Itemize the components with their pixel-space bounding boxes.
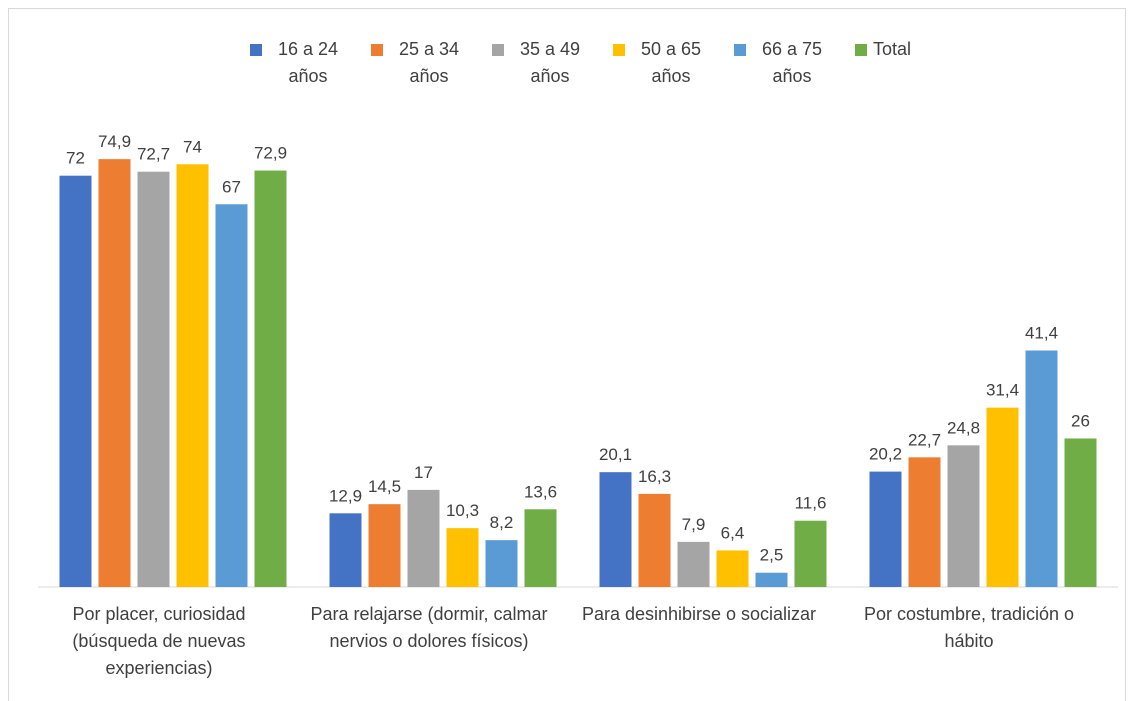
data-label: 74	[183, 137, 202, 156]
data-label: 12,9	[329, 486, 362, 505]
legend-swatch	[734, 44, 746, 56]
bar	[716, 550, 749, 587]
legend-item: 25 a 34 años	[371, 36, 492, 90]
x-tick-label: Para relajarse (dormir, calmar nervios o…	[310, 604, 548, 651]
bar	[176, 164, 209, 587]
bar	[755, 572, 788, 587]
data-label: 2,5	[760, 546, 784, 565]
bar	[677, 541, 710, 587]
data-label: 6,4	[721, 523, 745, 542]
data-label: 13,6	[524, 482, 557, 501]
bar	[368, 504, 401, 587]
bar	[98, 159, 131, 588]
data-label: 26	[1071, 411, 1090, 430]
bar	[407, 489, 440, 587]
legend-swatch	[250, 44, 262, 56]
x-tick-label: Por placer, curiosidad (búsqueda de nuev…	[72, 604, 246, 678]
bar	[1064, 438, 1097, 587]
bar	[215, 204, 248, 587]
legend-item: Total	[855, 36, 976, 90]
x-tick-label: Para desinhibirse o socializar	[581, 604, 817, 624]
bar	[485, 540, 518, 587]
bar	[869, 471, 902, 587]
data-label: 11,6	[795, 494, 827, 513]
bar	[599, 472, 632, 587]
bar	[446, 528, 479, 587]
data-label: 17	[414, 463, 433, 482]
legend-item: 50 a 65 años	[613, 36, 734, 90]
legend-item: 16 a 24 años	[250, 36, 371, 90]
bar	[638, 493, 671, 587]
data-label: 8,2	[490, 513, 514, 532]
data-label: 74,9	[98, 132, 131, 151]
legend-item: 35 a 49 años	[492, 36, 613, 90]
data-label: 20,2	[869, 445, 902, 464]
bar	[1025, 350, 1058, 587]
x-tick-label: Por costumbre, tradición o hábito	[863, 604, 1075, 651]
legend-swatch	[492, 44, 504, 56]
bar	[329, 513, 362, 587]
data-label: 31,4	[986, 381, 1019, 400]
legend-item: 66 a 75 años	[734, 36, 855, 90]
chart-frame	[8, 8, 1126, 701]
legend-label: 50 a 65 años	[640, 39, 702, 86]
legend-label: Total	[873, 39, 912, 59]
data-label: 20,1	[599, 445, 632, 464]
data-label: 16,3	[638, 467, 671, 486]
bar	[254, 170, 287, 587]
data-label: 24,8	[947, 418, 980, 437]
data-label: 14,5	[368, 477, 401, 496]
data-label: 72,7	[137, 145, 170, 164]
legend-label: 25 a 34 años	[398, 39, 460, 86]
data-label: 22,7	[908, 430, 941, 449]
bar	[794, 520, 827, 587]
bar	[137, 171, 170, 588]
bar	[947, 445, 980, 587]
data-label: 7,9	[682, 515, 706, 534]
legend-swatch	[855, 44, 867, 56]
legend-label: 16 a 24 años	[277, 39, 339, 86]
data-label: 10,3	[446, 501, 479, 520]
bar	[59, 175, 92, 587]
bar	[908, 457, 941, 587]
legend-label: 66 a 75 años	[761, 39, 823, 86]
legend: 16 a 24 años 25 a 34 años 35 a 49 años 50 a…	[250, 36, 976, 90]
data-label: 67	[222, 177, 241, 196]
legend-swatch	[371, 44, 383, 56]
legend-swatch	[613, 44, 625, 56]
data-label: 41,4	[1025, 324, 1058, 343]
data-label: 72,9	[254, 144, 287, 163]
data-label: 72	[66, 149, 85, 168]
legend-label: 35 a 49 años	[519, 39, 581, 86]
bar	[524, 509, 557, 587]
bar	[986, 407, 1019, 587]
